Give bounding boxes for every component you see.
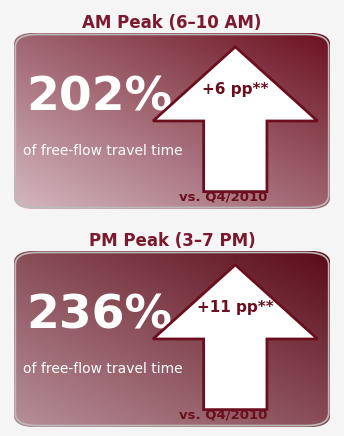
Text: vs. Q4/2010: vs. Q4/2010 [179, 409, 267, 422]
Text: 202%: 202% [26, 75, 172, 120]
Text: of free-flow travel time: of free-flow travel time [23, 362, 182, 376]
Polygon shape [153, 265, 318, 410]
Text: AM Peak (6–10 AM): AM Peak (6–10 AM) [82, 14, 262, 32]
Polygon shape [153, 47, 318, 192]
Text: PM Peak (3–7 PM): PM Peak (3–7 PM) [89, 232, 255, 250]
Text: vs. Q4/2010: vs. Q4/2010 [179, 191, 267, 204]
Text: +11 pp**: +11 pp** [197, 300, 274, 315]
Text: of free-flow travel time: of free-flow travel time [23, 144, 182, 158]
Text: 236%: 236% [26, 293, 172, 338]
Text: +6 pp**: +6 pp** [202, 82, 269, 97]
